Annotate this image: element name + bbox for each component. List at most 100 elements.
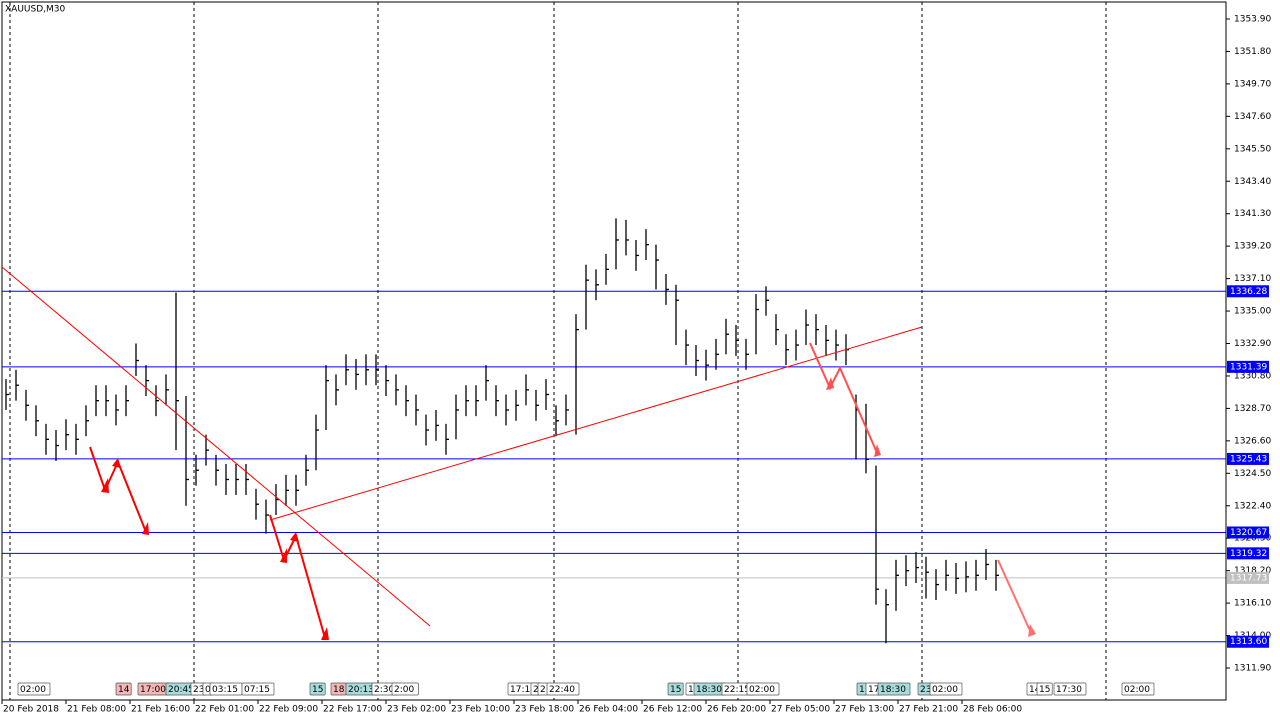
event-label-box [115, 682, 132, 696]
event-label: 2:30 [374, 685, 394, 695]
level-label-box [1227, 285, 1269, 298]
level-label: 1319.32 [1230, 549, 1267, 559]
arrow-head [874, 444, 881, 457]
level-label-box [1227, 526, 1269, 539]
arrow-head [826, 377, 834, 390]
y-tick-label: 1339.20 [1234, 242, 1271, 252]
y-tick-label: 1337.10 [1234, 274, 1271, 284]
x-tick-label: 27 Feb 13:00 [835, 705, 894, 715]
event-label: 2 [533, 685, 539, 695]
x-tick-label: 23 Feb 10:00 [451, 705, 510, 715]
x-tick-label: 22 Feb 01:00 [195, 705, 254, 715]
event-label: 18:30 [696, 685, 722, 695]
y-tick-label: 1311.90 [1234, 664, 1271, 674]
event-label: 15 [312, 685, 323, 695]
x-tick-label: 26 Feb 04:00 [579, 705, 638, 715]
event-label-box [929, 682, 963, 696]
y-tick-label: 1320.30 [1234, 534, 1271, 544]
arrow-head [101, 478, 109, 493]
y-tick-label: 1343.40 [1234, 177, 1271, 187]
event-label: 07:15 [244, 685, 270, 695]
x-tick-label: 22 Feb 09:00 [259, 705, 318, 715]
event-label: 02:00 [749, 685, 775, 695]
event-label: 18:30 [880, 685, 906, 695]
drawings [1, 266, 1036, 640]
level-label-box [1227, 547, 1269, 560]
y-tick-label: 1351.80 [1234, 47, 1271, 57]
x-tick-label: 26 Feb 12:00 [643, 705, 702, 715]
arrow-head [142, 522, 149, 535]
arrow-head [280, 548, 287, 563]
event-label: 02:00 [20, 685, 46, 695]
event-label-box [546, 682, 580, 696]
arrow-path [809, 342, 879, 456]
event-label: 23 [920, 685, 931, 695]
level-label: 1331.39 [1230, 362, 1267, 372]
event-label: 23 [193, 685, 204, 695]
chart-title: XAUUSD,M30 [5, 5, 65, 15]
x-tick-label: 23 Feb 18:00 [515, 705, 574, 715]
event-label: 2:00 [394, 685, 414, 695]
event-label-box [1036, 682, 1053, 696]
y-tick-label: 1332.90 [1234, 339, 1271, 349]
y-tick-label: 1316.10 [1234, 599, 1271, 609]
y-tick-label: 1353.90 [1234, 14, 1271, 24]
event-label-box [667, 682, 684, 696]
y-tick-label: 1335.00 [1234, 307, 1271, 317]
y-tick-label: 1349.70 [1234, 79, 1271, 89]
event-label: 17:00 [140, 685, 166, 695]
event-label: 15 [670, 685, 681, 695]
y-tick-label: 1341.30 [1234, 209, 1271, 219]
x-tick-label: 28 Feb 06:00 [963, 705, 1022, 715]
event-label-box [17, 682, 51, 696]
event-label: 20:45 [168, 685, 194, 695]
event-label: 03:15 [212, 685, 238, 695]
event-label-box [1121, 682, 1155, 696]
event-label: 1 [688, 685, 694, 695]
y-tick-label: 1324.50 [1234, 469, 1271, 479]
arrow-head [290, 532, 299, 542]
level-label: 1325.43 [1230, 454, 1267, 464]
x-tick-label: 27 Feb 21:00 [899, 705, 958, 715]
arrow-head [321, 627, 329, 640]
event-label: 22:15 [724, 685, 750, 695]
level-label: 1336.28 [1230, 287, 1267, 297]
event-label: 1 [859, 685, 865, 695]
event-label: 14 [1029, 685, 1041, 695]
event-label: 22:40 [549, 685, 575, 695]
x-tick-label: 27 Feb 05:00 [771, 705, 830, 715]
arrow-path [89, 446, 147, 533]
level-label: 1313.60 [1230, 637, 1267, 647]
y-tick-label: 1318.20 [1234, 566, 1271, 576]
event-label: 17:15 [510, 685, 536, 695]
arrow-path [997, 559, 1033, 636]
x-tick-label: 21 Feb 08:00 [67, 705, 126, 715]
x-tick-label: 22 Feb 17:00 [323, 705, 382, 715]
event-label: 17:30 [1056, 685, 1082, 695]
level-label-box [1227, 635, 1269, 648]
x-tick-label: 26 Feb 20:00 [707, 705, 766, 715]
event-label: 20:13 [348, 685, 374, 695]
arrow-head [112, 458, 121, 468]
event-label: 0 [205, 685, 211, 695]
event-label-box [746, 682, 780, 696]
x-tick-label: 20 Feb 2018 [3, 705, 59, 715]
event-label-box [1053, 682, 1087, 696]
mark-layer [2, 2, 1226, 700]
event-label: 18 [333, 685, 345, 695]
y-tick-label: 1326.60 [1234, 436, 1271, 446]
level-label: 1317.73 [1230, 573, 1267, 583]
event-label-box [241, 682, 275, 696]
arrow-head [1028, 624, 1036, 637]
trend-line [1, 266, 431, 627]
y-tick-label: 1345.50 [1234, 144, 1271, 154]
level-label-box [1227, 571, 1269, 584]
event-label: 14 [118, 685, 130, 695]
level-label: 1320.67 [1230, 528, 1267, 538]
event-label-box [309, 682, 326, 696]
y-tick-label: 1328.70 [1234, 404, 1271, 414]
y-tick-label: 1347.60 [1234, 112, 1271, 122]
x-tick-label: 23 Feb 02:00 [387, 705, 446, 715]
event-label-box [391, 682, 419, 696]
